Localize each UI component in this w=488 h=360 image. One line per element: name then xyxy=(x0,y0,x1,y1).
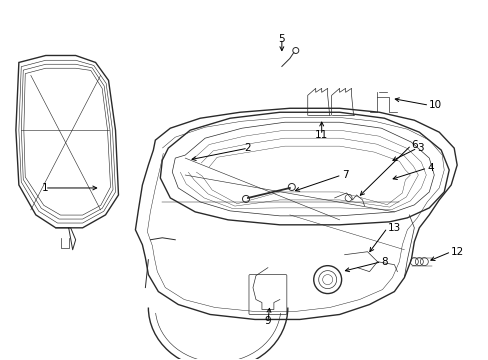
Text: 4: 4 xyxy=(427,163,433,173)
Text: 9: 9 xyxy=(264,316,271,327)
Text: 2: 2 xyxy=(244,143,251,153)
Text: 7: 7 xyxy=(341,170,347,180)
Text: 1: 1 xyxy=(41,183,48,193)
Text: 6: 6 xyxy=(410,140,417,150)
Text: 13: 13 xyxy=(386,223,400,233)
Text: 5: 5 xyxy=(278,33,285,44)
Text: 10: 10 xyxy=(428,100,442,110)
Text: 8: 8 xyxy=(381,257,387,267)
Text: 11: 11 xyxy=(314,130,327,140)
Text: 3: 3 xyxy=(416,143,423,153)
Text: 12: 12 xyxy=(450,247,464,257)
